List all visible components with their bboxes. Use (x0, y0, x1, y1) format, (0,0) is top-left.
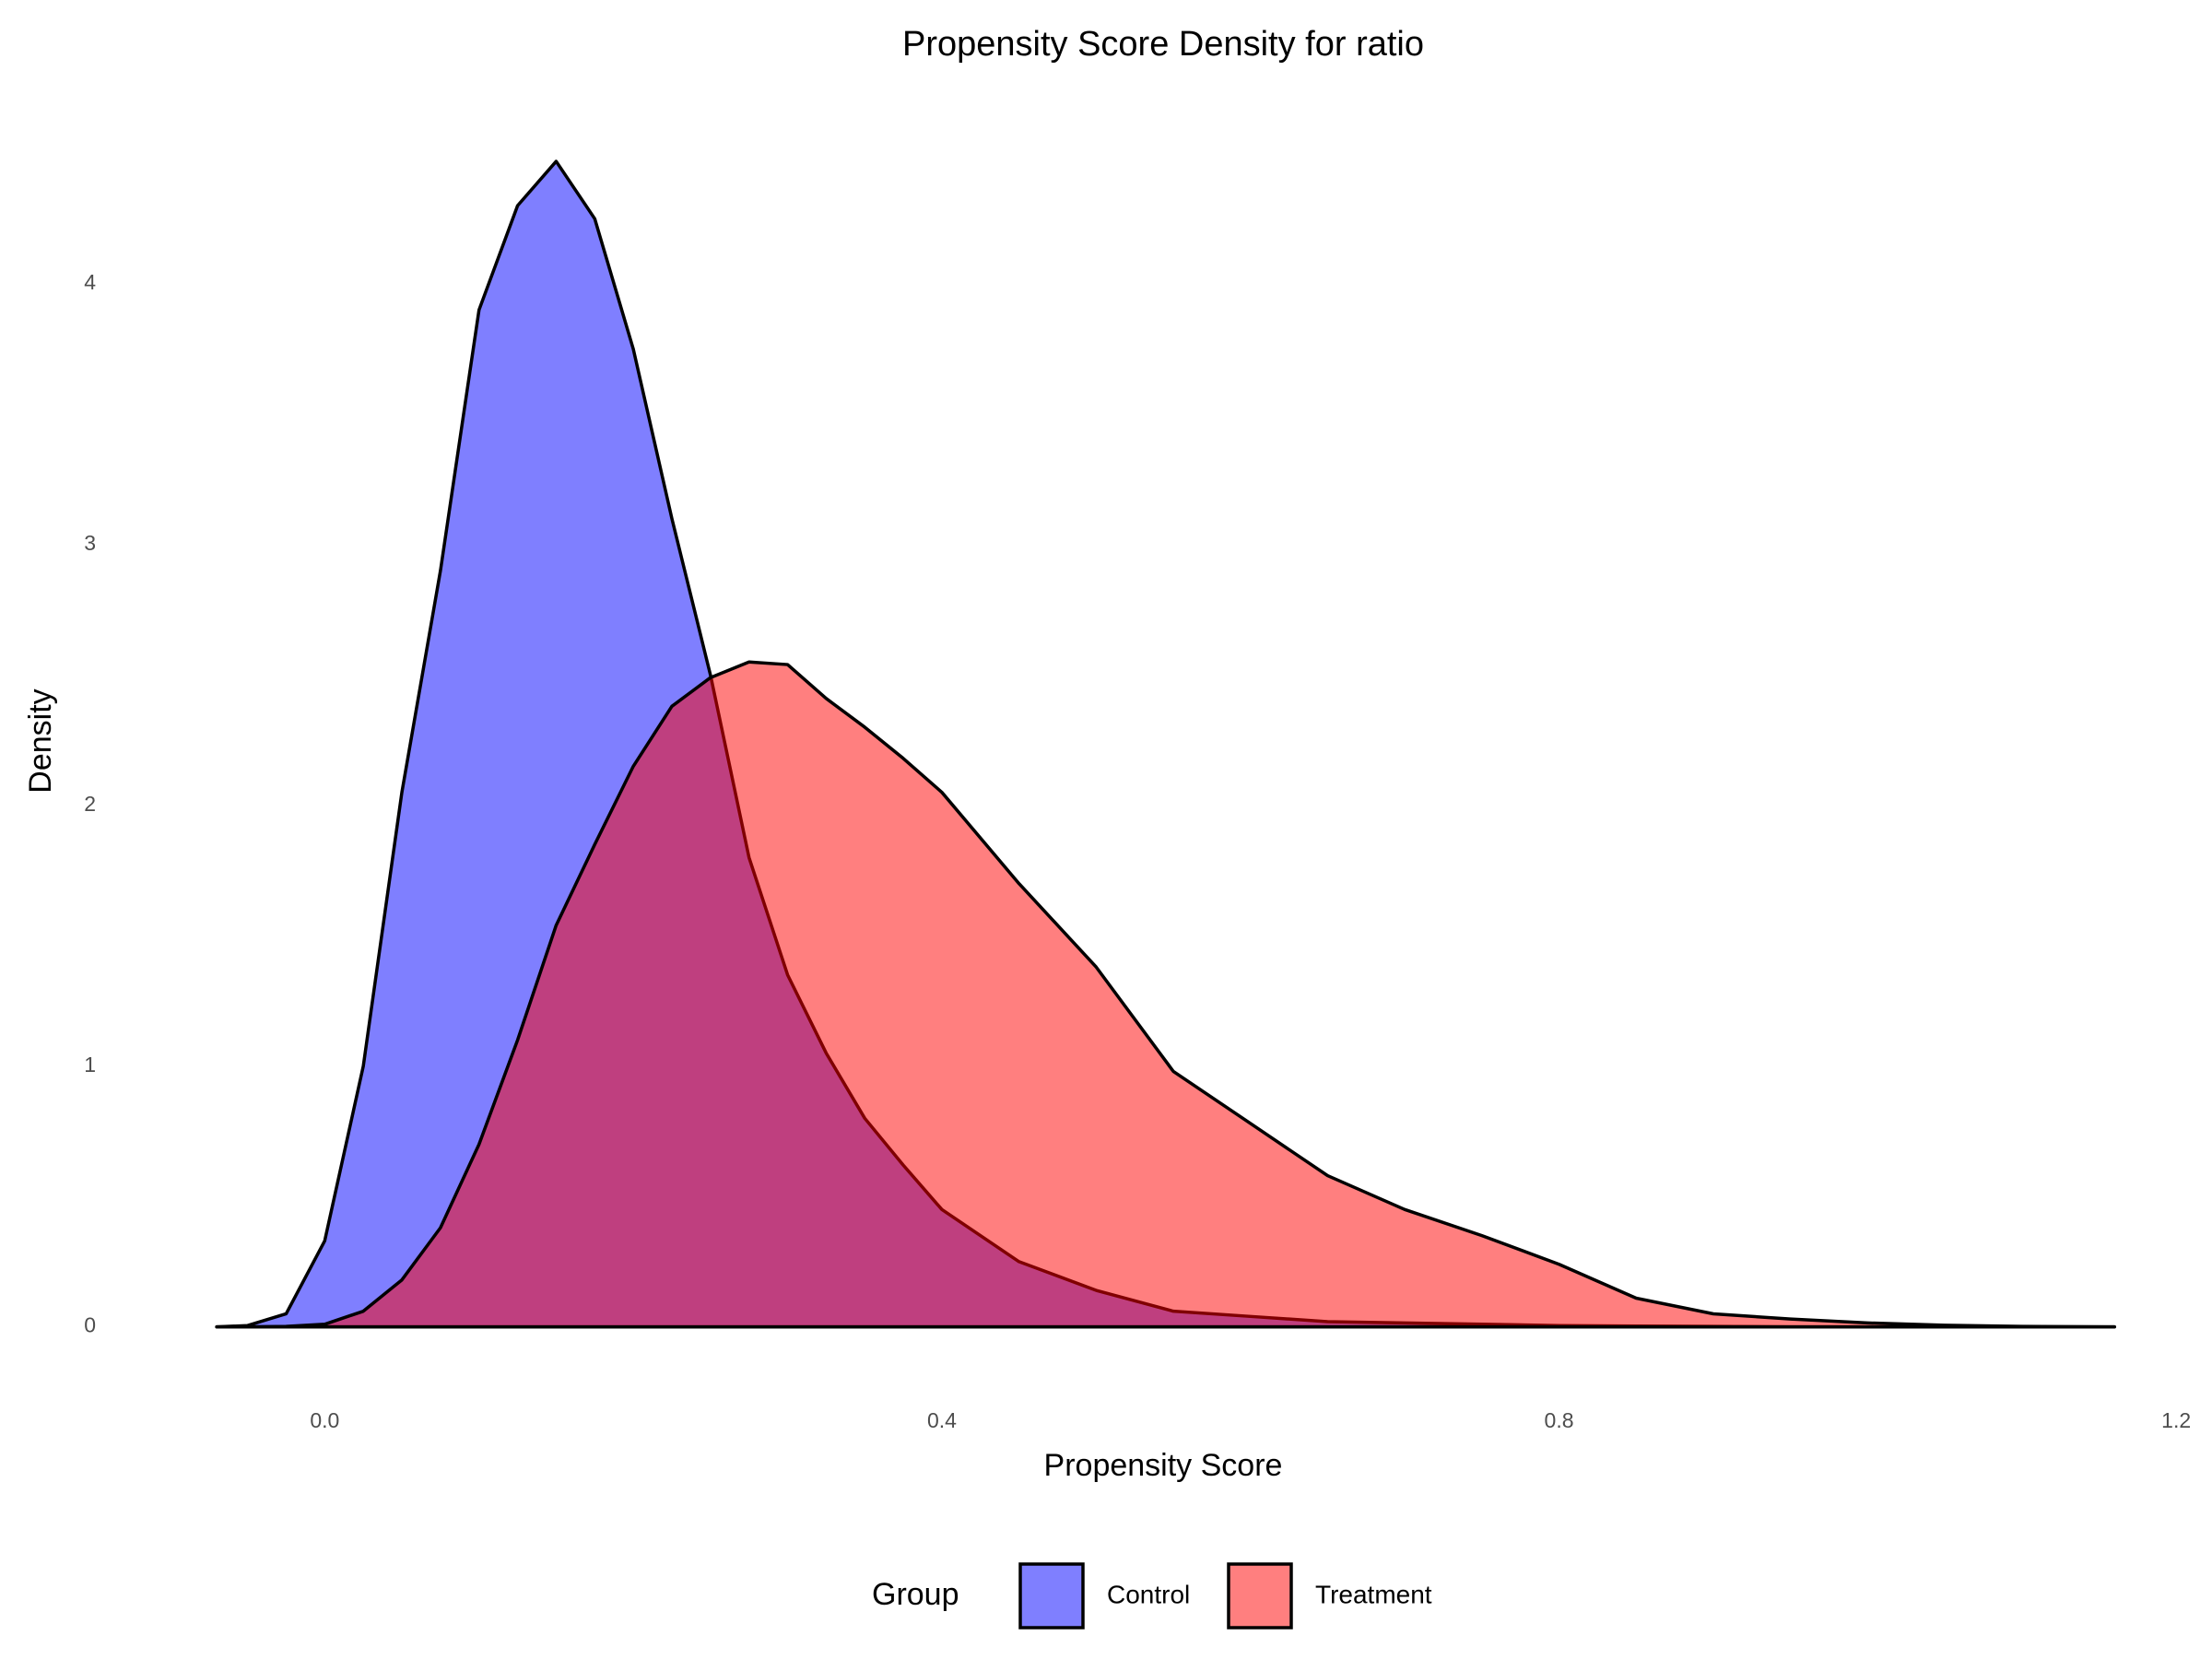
y-tick-label: 3 (84, 531, 96, 555)
x-tick-label: 1.2 (2161, 1408, 2191, 1432)
density-area (215, 660, 2116, 1329)
legend-label: Treatment (1315, 1580, 1432, 1608)
x-tick-label: 0.0 (310, 1408, 339, 1432)
y-tick-label: 0 (84, 1313, 96, 1337)
legend-label: Control (1107, 1580, 1190, 1608)
x-axis-title: Propensity Score (1044, 1448, 1283, 1483)
x-tick-label: 0.4 (927, 1408, 957, 1432)
y-axis-title: Density (23, 688, 58, 793)
y-tick-label: 1 (84, 1053, 96, 1077)
y-tick-label: 4 (84, 270, 96, 294)
y-tick-label: 2 (84, 792, 96, 816)
legend-swatch (1227, 1562, 1293, 1630)
x-tick-label: 0.8 (1545, 1408, 1574, 1432)
chart-title: Propensity Score Density for ratio (902, 25, 1424, 64)
legend-swatch (1018, 1562, 1085, 1630)
legend-title: Group (872, 1577, 959, 1612)
